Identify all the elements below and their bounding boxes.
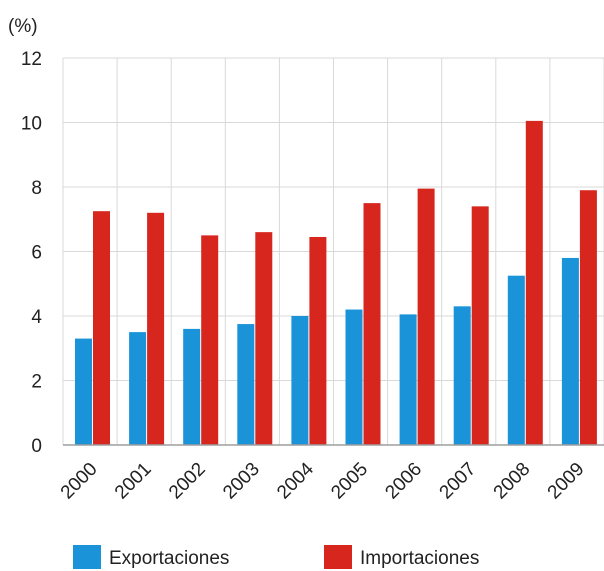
y-unit-label: (%) — [8, 16, 38, 37]
x-tick-label: 2009 — [544, 459, 589, 504]
x-tick-label: 2003 — [219, 459, 264, 504]
x-tick-label: 2001 — [111, 459, 156, 504]
bar-exportaciones-2006 — [399, 314, 417, 445]
bar-exportaciones-2002 — [183, 328, 201, 445]
bar-importaciones-2003 — [255, 232, 273, 445]
bar-importaciones-2007 — [471, 206, 489, 445]
bar-importaciones-2004 — [309, 236, 327, 445]
y-tick-label: 4 — [31, 307, 42, 328]
bar-exportaciones-2003 — [237, 324, 255, 445]
legend-swatch-importaciones — [324, 545, 352, 569]
bar-exportaciones-2000 — [75, 338, 92, 445]
bar-importaciones-2006 — [417, 188, 435, 446]
bar-exportaciones-2004 — [291, 316, 309, 445]
bar-importaciones-2001 — [147, 212, 165, 445]
x-tick-label: 2002 — [165, 459, 210, 504]
bar-importaciones-2008 — [525, 120, 543, 445]
x-tick-label: 2006 — [381, 459, 426, 504]
bar-exportaciones-2007 — [453, 306, 471, 445]
y-tick-label: 0 — [31, 436, 42, 457]
x-tick-label: 2008 — [490, 459, 535, 504]
x-tick-label: 2004 — [273, 458, 318, 503]
bar-importaciones-2000 — [93, 211, 110, 445]
y-tick-label: 8 — [31, 178, 42, 199]
x-tick-label: 2005 — [327, 459, 372, 504]
grid — [62, 57, 604, 445]
x-tick-label: 2000 — [57, 459, 102, 504]
legend-label-exportaciones: Exportaciones — [109, 548, 229, 569]
bar-exportaciones-2008 — [507, 275, 525, 445]
y-tick-label: 12 — [21, 49, 42, 70]
legend: Exportaciones Importaciones — [73, 545, 479, 569]
legend-swatch-exportaciones — [73, 545, 101, 569]
y-tick-label: 2 — [31, 372, 42, 393]
bar-importaciones-2002 — [201, 235, 219, 445]
y-tick-label: 6 — [31, 243, 42, 264]
x-tick-label: 2007 — [436, 459, 481, 504]
bar-importaciones-2005 — [363, 203, 381, 445]
bar-importaciones-2009 — [579, 190, 597, 445]
bars — [75, 120, 597, 446]
bar-exportaciones-2001 — [129, 332, 147, 445]
legend-label-importaciones: Importaciones — [360, 548, 479, 569]
bar-exportaciones-2009 — [561, 257, 579, 445]
bar-exportaciones-2005 — [345, 309, 363, 445]
y-tick-label: 10 — [21, 114, 42, 135]
